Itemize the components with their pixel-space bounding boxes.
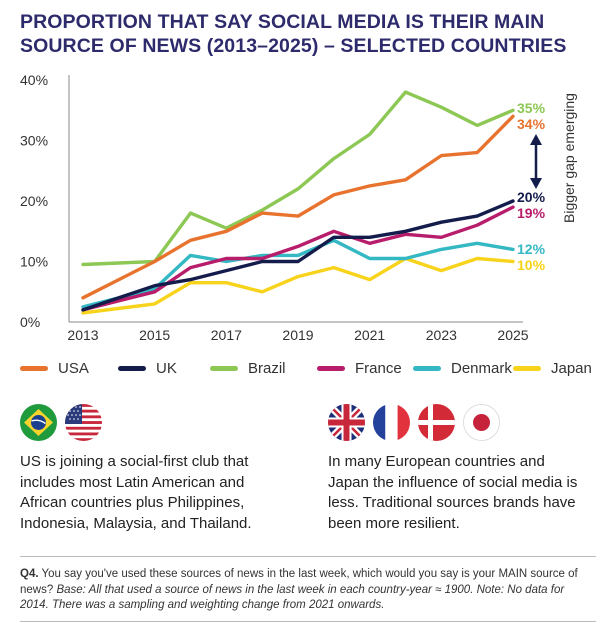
series-line-france xyxy=(81,205,515,312)
footnote-question: You say you've used these sources of new… xyxy=(20,568,578,596)
legend-label: France xyxy=(355,359,402,377)
legend-item-uk: UK xyxy=(118,357,177,379)
annotation-text: Bigger gap emerging xyxy=(561,93,577,223)
legend-item-denmark: Denmark xyxy=(413,357,512,379)
x-tick-label: 2021 xyxy=(354,327,385,343)
x-tick-label: 2025 xyxy=(497,327,528,343)
legend-label: USA xyxy=(58,359,89,377)
y-tick-label: 0% xyxy=(20,314,40,330)
right-description-text: In many European countries and Japan the… xyxy=(328,453,578,532)
end-label-france: 19% xyxy=(517,205,546,221)
end-label-denmark: 12% xyxy=(517,241,546,257)
x-tick-label: 2013 xyxy=(67,327,98,343)
footnote: Q4. You say you've used these sources of… xyxy=(20,567,596,614)
left-description-text: US is joining a social-first club that i… xyxy=(20,453,252,532)
divider xyxy=(20,556,596,557)
footnote-question-label: Q4. xyxy=(20,568,39,580)
legend-swatch xyxy=(317,365,345,371)
y-tick-label: 40% xyxy=(20,72,48,88)
chart-title: PROPORTION THAT SAY SOCIAL MEDIA IS THEI… xyxy=(20,11,567,57)
uk-flag-icon xyxy=(328,404,365,441)
y-tick-label: 20% xyxy=(20,193,48,209)
series-line-usa xyxy=(81,114,515,300)
legend-item-brazil: Brazil xyxy=(210,357,286,379)
y-tick-label: 10% xyxy=(20,254,48,270)
legend-swatch xyxy=(20,365,48,371)
gap-arrow-head-up xyxy=(530,134,542,145)
legend-item-usa: USA xyxy=(20,357,89,379)
legend-swatch xyxy=(513,365,541,371)
divider-bottom xyxy=(20,621,596,622)
series-line-japan xyxy=(81,256,515,315)
usa-flag-icon xyxy=(65,404,102,441)
japan-flag-icon xyxy=(463,404,500,441)
series-line-denmark xyxy=(81,238,515,309)
chart-legend: USA UK Brazil France Denmark Japan xyxy=(20,357,600,381)
legend-label: Japan xyxy=(551,359,592,377)
footnote-base-text: All that used a source of news in the la… xyxy=(20,583,565,612)
series-line-brazil xyxy=(81,90,515,267)
end-label-uk: 20% xyxy=(517,189,546,205)
x-tick-label: 2019 xyxy=(282,327,313,343)
end-label-brazil: 35% xyxy=(517,100,546,116)
legend-item-france: France xyxy=(317,357,402,379)
france-flag-icon xyxy=(373,404,410,441)
denmark-flag-icon xyxy=(418,404,455,441)
legend-label: Denmark xyxy=(451,359,512,377)
legend-swatch xyxy=(210,365,238,371)
x-tick-label: 2015 xyxy=(139,327,170,343)
legend-label: UK xyxy=(156,359,177,377)
end-label-usa: 34% xyxy=(517,116,546,132)
footnote-base-label: Base: xyxy=(56,583,86,596)
legend-item-japan: Japan xyxy=(513,357,592,379)
series-line-uk xyxy=(81,199,515,312)
x-tick-label: 2017 xyxy=(211,327,242,343)
end-label-japan: 10% xyxy=(517,257,546,273)
gap-arrow-head-down xyxy=(530,178,542,189)
y-tick-label: 30% xyxy=(20,133,48,149)
legend-swatch xyxy=(413,365,441,371)
brazil-flag-icon xyxy=(20,404,57,441)
x-tick-label: 2023 xyxy=(426,327,457,343)
legend-label: Brazil xyxy=(248,359,286,377)
line-chart: 0% 10% 20% 30% 40% 2013 2015 2017 2019 2021 2023 20… xyxy=(20,72,577,343)
legend-swatch xyxy=(118,365,146,371)
